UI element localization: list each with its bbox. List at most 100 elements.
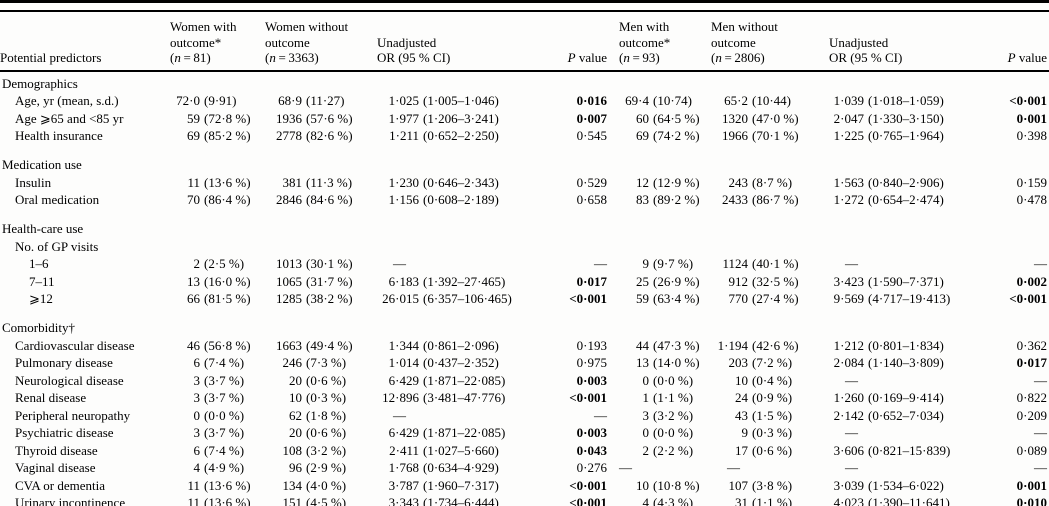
- cell: 1·260 (0·169–9·414): [829, 389, 991, 407]
- cell: 60 (64·5 %): [609, 110, 711, 128]
- cell: 770 (27·4 %): [711, 290, 829, 308]
- cell-paren: (1·390–11·641): [868, 495, 950, 506]
- cell-paren: (0·654–2·474): [868, 192, 944, 207]
- cell-paren: (14·0 %): [653, 355, 700, 370]
- cell-count: 1·225: [833, 128, 864, 143]
- column-header-predictors: Potential predictors: [0, 12, 170, 72]
- cell-count: 6: [193, 355, 201, 370]
- table-row: 1–6 2 (2·5 %) 1013 (30·1 %) — —9 (9·7 %) 1124 (40…: [0, 255, 1049, 273]
- table-body: Demographics Age, yr (mean, s.d.) 72·0 (9·9…: [0, 71, 1049, 506]
- cell: 1·225 (0·765–1·964): [829, 127, 991, 145]
- cell-count: 107: [728, 477, 749, 493]
- cell-count: 1·194: [717, 337, 748, 353]
- cell-paren: (6·357–106·465): [423, 291, 512, 306]
- cell: 3·343 (1·734–6·444): [377, 494, 547, 506]
- cell-paren: (0·6 %): [752, 442, 793, 458]
- predictor-label: Psychiatric disease: [15, 425, 114, 440]
- cell-paren: (3·7 %): [204, 390, 245, 405]
- cell-count: 2433: [722, 192, 748, 207]
- cell-count: 1013: [276, 256, 302, 271]
- cell-paren: (0·0 %): [653, 372, 694, 388]
- cell-paren: (72·8 %): [204, 110, 251, 126]
- cell: 1 (1·1 %): [609, 389, 711, 407]
- cell: 72·0 (9·91): [170, 92, 265, 110]
- cell-paren: (1·871–22·085): [423, 425, 506, 440]
- cell-count: 1663: [276, 337, 302, 353]
- predictor-label: Pulmonary disease: [15, 355, 113, 370]
- cell-count: 2·084: [833, 355, 864, 370]
- cell: <0·001: [569, 495, 607, 506]
- cell: 1936 (57·6 %): [265, 110, 377, 128]
- cell: 9 (9·7 %): [609, 255, 711, 273]
- cell: 134 (4·0 %): [265, 477, 377, 495]
- cell-paren: (0·0 %): [653, 425, 694, 440]
- cell: 381 (11·3 %): [265, 174, 377, 192]
- cell: 1·025 (1·005–1·046): [377, 92, 547, 110]
- column-header-men-with-outcome: Men with outcome* (n = 93): [609, 12, 711, 72]
- cell-count: 2: [193, 256, 201, 271]
- cell-paren: (0·861–2·096): [423, 337, 499, 353]
- cell: 1285 (38·2 %): [265, 290, 377, 308]
- cell-count: 243: [728, 174, 749, 190]
- table-row: Renal disease 3 (3·7 %) 10 (0·3 %) 12·896 (3·4…: [0, 389, 1049, 407]
- header-row: Potential predictors Women with outcome* (n…: [0, 12, 1049, 72]
- cell-paren: (0·169–9·414): [868, 390, 944, 405]
- cell: 68·9 (11·27): [265, 92, 377, 110]
- cell: 0·001: [1016, 110, 1047, 126]
- cell-paren: (63·4 %): [653, 291, 700, 306]
- cell: 4 (4·9 %): [170, 459, 265, 477]
- cell: 9·569 (4·717–19·413): [829, 290, 991, 308]
- cell: 0·159: [1016, 174, 1047, 190]
- cell-paren: (11·3 %): [306, 174, 353, 190]
- column-header-men-p-value: P value: [991, 12, 1049, 72]
- cell-paren: (10·44): [752, 93, 791, 108]
- cell-count: 1065: [276, 273, 302, 289]
- cell: 1·230 (0·646–2·343): [377, 174, 547, 192]
- cell: —: [594, 256, 607, 271]
- section-label: Demographics: [2, 75, 78, 91]
- cell-count: 0: [642, 372, 650, 388]
- cell-paren: (1·140–3·809): [868, 355, 944, 370]
- predictor-label: Insulin: [15, 174, 52, 190]
- cell-paren: (7·2 %): [752, 355, 793, 370]
- cell-paren: (4·717–19·413): [868, 291, 951, 306]
- predictor-label: Oral medication: [15, 192, 100, 207]
- cell-paren: (70·1 %): [752, 128, 799, 143]
- cell: 17 (0·6 %): [711, 442, 829, 460]
- section-row: Demographics: [0, 71, 1049, 93]
- cell: 0·529: [576, 174, 607, 190]
- cell: 10 (0·4 %): [711, 372, 829, 390]
- predictor-label: Thyroid disease: [15, 442, 98, 458]
- cell: 69·4 (10·74): [609, 92, 711, 110]
- cell-paren: (2·9 %): [306, 460, 347, 475]
- cell-count: 4: [642, 495, 650, 506]
- cell-count: 96: [289, 460, 302, 475]
- cell-count: 770: [728, 291, 749, 306]
- cell-paren: (0·652–7·034): [868, 407, 944, 423]
- cell-paren: (0·821–15·839): [868, 442, 951, 458]
- cell-paren: (1·027–5·660): [423, 442, 499, 458]
- cell-paren: (1·018–1·059): [868, 93, 944, 108]
- cell: 70 (86·4 %): [170, 191, 265, 209]
- cell-paren: (0·801–1·834): [868, 337, 944, 353]
- cell-paren: (7·4 %): [204, 355, 245, 370]
- cell: 1013 (30·1 %): [265, 255, 377, 273]
- cell: 1·344 (0·861–2·096): [377, 337, 547, 355]
- cell: 65·2 (10·44): [711, 92, 829, 110]
- cell-count: 59: [187, 110, 200, 126]
- cell-count: 10: [636, 477, 649, 493]
- cell: 3·787 (1·960–7·317): [377, 477, 547, 495]
- cell-paren: (30·1 %): [306, 256, 353, 271]
- cell: —: [1034, 425, 1047, 440]
- cell-count: 10: [735, 372, 748, 388]
- cell-count: 1·260: [833, 390, 864, 405]
- cell: 1·563 (0·840–2·906): [829, 174, 991, 192]
- cell: —: [594, 407, 607, 423]
- cell: 24 (0·9 %): [711, 389, 829, 407]
- cell-count: 3: [642, 407, 650, 423]
- table-row: Peripheral neuropathy 0 (0·0 %) 62 (1·8 %) — —…: [0, 407, 1049, 425]
- cell: 59 (72·8 %): [170, 110, 265, 128]
- cell: 69 (85·2 %): [170, 127, 265, 145]
- cell: 0·003: [576, 425, 607, 440]
- cell-count: 1·768: [388, 460, 419, 475]
